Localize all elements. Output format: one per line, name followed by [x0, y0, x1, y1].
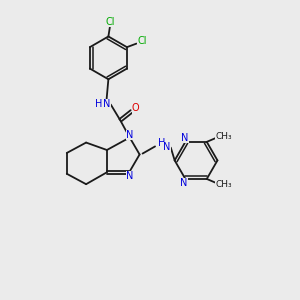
- Text: N: N: [180, 178, 188, 188]
- Text: CH₃: CH₃: [215, 180, 232, 189]
- Text: N: N: [182, 133, 189, 143]
- Text: Cl: Cl: [105, 16, 115, 27]
- Text: H: H: [158, 138, 166, 148]
- Text: CH₃: CH₃: [215, 132, 232, 141]
- Text: N: N: [163, 142, 171, 152]
- Text: O: O: [132, 103, 140, 113]
- Text: Cl: Cl: [138, 36, 147, 46]
- Text: N: N: [126, 171, 134, 181]
- Text: N: N: [126, 130, 134, 140]
- Text: N: N: [103, 99, 111, 109]
- Text: H: H: [95, 99, 102, 109]
